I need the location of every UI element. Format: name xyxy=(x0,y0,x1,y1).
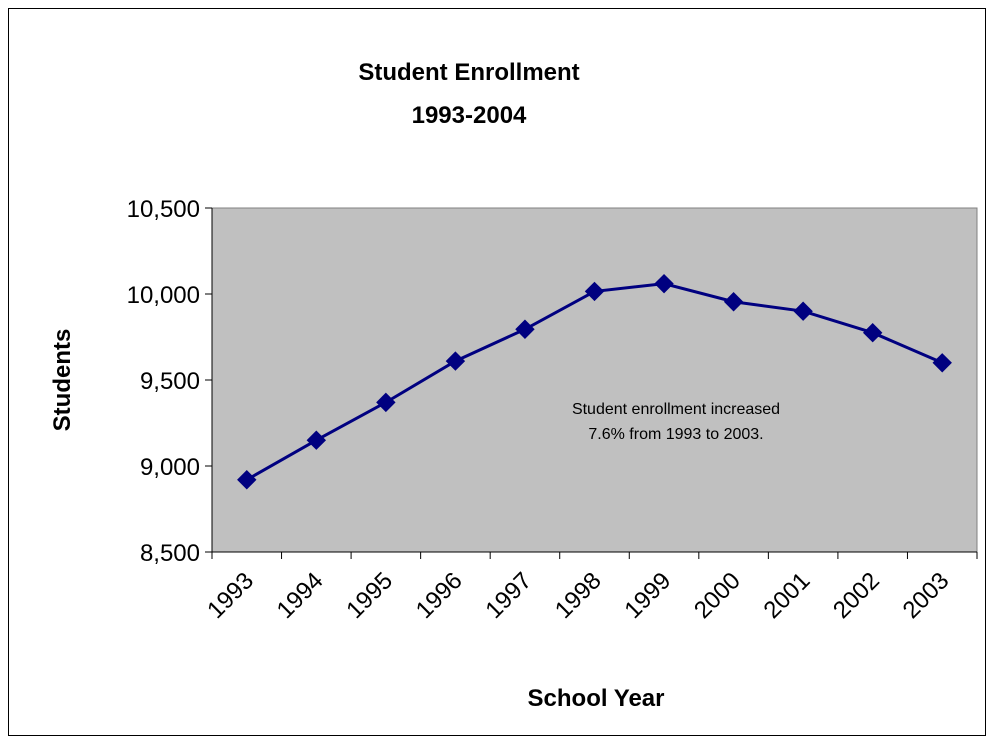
x-tick-label: 1994 xyxy=(272,567,329,624)
data-point-marker xyxy=(376,392,396,413)
data-point-marker xyxy=(654,273,674,294)
y-axis-title: Students xyxy=(49,329,76,432)
data-point-marker xyxy=(445,351,466,371)
chart-subtitle: 1993-2004 xyxy=(412,102,527,129)
x-axis: 1993 1994 1995 1996 1997 1998 1999 2000 2001 2002… xyxy=(202,551,978,624)
x-tick-label: 1999 xyxy=(619,567,676,624)
plot-area xyxy=(211,207,978,553)
x-tick-label: 1997 xyxy=(480,567,537,624)
data-point-marker xyxy=(584,281,605,302)
chart-title: Student Enrollment xyxy=(358,59,579,86)
y-tick-label: 8,500 xyxy=(140,540,200,567)
data-point-marker xyxy=(932,353,952,373)
data-point-marker xyxy=(306,430,327,450)
data-point-marker xyxy=(793,301,813,321)
x-tick-label: 2003 xyxy=(898,567,955,624)
x-tick-label: 2000 xyxy=(689,567,746,624)
data-point-marker xyxy=(515,319,535,339)
data-point-marker xyxy=(862,322,883,343)
data-point-marker xyxy=(237,470,257,490)
y-axis: 8,500 9,000 9,500 10,000 10,500 xyxy=(127,196,213,567)
x-tick-label: 1995 xyxy=(341,567,398,624)
y-tick-label: 10,000 xyxy=(127,282,200,309)
annotation-line-1: Student enrollment increased xyxy=(572,401,780,418)
y-tick-label: 10,500 xyxy=(127,196,200,223)
x-tick-label: 2001 xyxy=(759,567,816,624)
x-tick-label: 2002 xyxy=(828,567,885,624)
annotation-line-2: 7.6% from 1993 to 2003. xyxy=(588,426,763,443)
series-enrollment xyxy=(237,273,952,490)
y-tick-label: 9,000 xyxy=(140,454,200,481)
x-axis-title: School Year xyxy=(528,685,665,712)
x-tick-label: 1998 xyxy=(550,567,607,624)
x-tick-label: 1993 xyxy=(202,567,259,624)
y-tick-label: 9,500 xyxy=(140,368,200,395)
x-tick-label: 1996 xyxy=(411,567,468,624)
data-point-marker xyxy=(723,292,744,312)
